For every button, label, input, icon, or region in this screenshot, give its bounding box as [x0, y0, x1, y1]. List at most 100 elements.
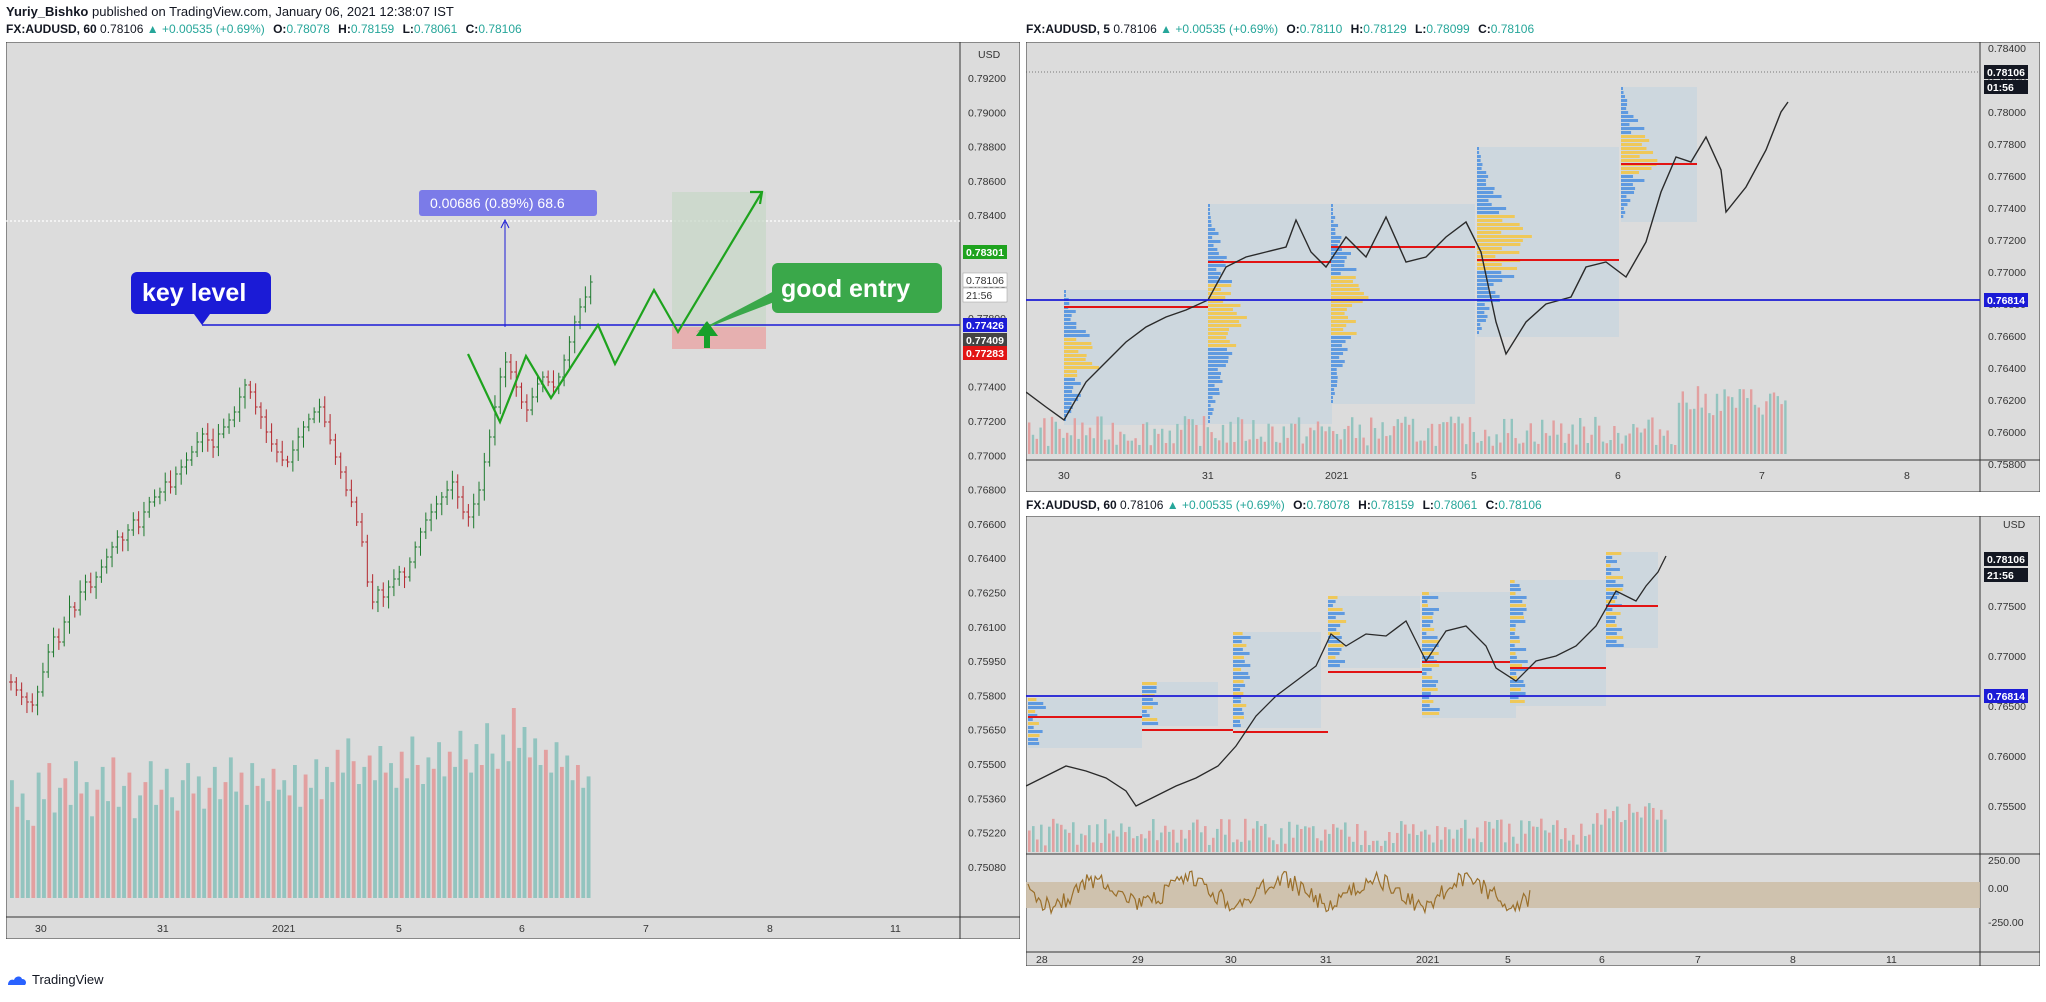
volume-profile-row	[1331, 276, 1356, 279]
volume-bar	[1516, 843, 1519, 852]
volume-bar	[1484, 821, 1487, 852]
volume-bar	[1392, 426, 1396, 454]
volume-profile-row	[1208, 212, 1211, 215]
author-name[interactable]: Yuriy_Bishko	[6, 4, 89, 19]
legend-bottom-right: FX:AUDUSD, 60 0.78106 ▲ +0.00535 (+0.69%…	[1026, 498, 1542, 512]
volume-bar	[314, 759, 319, 898]
y-tick-label: 0.76500	[1988, 701, 2026, 713]
volume-profile-row	[1328, 644, 1344, 647]
volume-bar	[1072, 822, 1075, 852]
legend-low-label: L:	[402, 22, 414, 36]
volume-bar	[1294, 423, 1297, 454]
volume-bar	[1440, 839, 1443, 852]
volume-bar	[1068, 832, 1071, 852]
volume-profile-row	[1477, 275, 1515, 278]
y-tick-label: 0.76600	[1988, 331, 2026, 343]
volume-profile-row	[1064, 334, 1090, 337]
volume-profile-row	[1606, 624, 1617, 627]
volume-bar	[1100, 842, 1103, 852]
volume-bar	[346, 738, 351, 898]
volume-profile-row	[1331, 376, 1338, 379]
volume-bar	[485, 723, 490, 898]
volume-bar	[1271, 426, 1274, 454]
volume-bar	[212, 766, 217, 898]
x-tick-label: 31	[1320, 954, 1332, 966]
volume-profile-row	[1331, 360, 1345, 363]
volume-bar	[1776, 396, 1779, 454]
volume-bar	[1480, 842, 1483, 852]
volume-profile-row	[1331, 280, 1353, 283]
volume-bar	[1216, 828, 1219, 852]
volume-bar	[1056, 823, 1059, 852]
volume-bar	[1544, 830, 1547, 852]
volume-profile-row	[1477, 287, 1489, 290]
legend-high: 0.78129	[1363, 22, 1407, 36]
volume-profile-row	[1064, 382, 1081, 385]
volume-bar	[1184, 838, 1187, 852]
left-chart[interactable]: USD 0.79200 0.79000 0.78800 0.78600 0.78400 0.…	[6, 42, 1020, 939]
volume-bar	[1297, 417, 1301, 454]
top-right-chart[interactable]: 0.784000.782000.780000.778000.776000.774…	[1026, 42, 2040, 492]
volume-profile-row	[1477, 243, 1521, 246]
volume-bar	[463, 759, 468, 898]
volume-profile-row	[1477, 175, 1489, 178]
volume-bar	[405, 778, 409, 898]
tradingview-footer[interactable]: TradingView	[6, 972, 104, 987]
volume-bar	[1112, 830, 1115, 852]
price-tag: 0.78106	[1987, 554, 2025, 566]
volume-profile-row	[1233, 712, 1244, 715]
volume-bar	[1336, 827, 1339, 852]
volume-bar	[10, 780, 14, 898]
volume-bar	[1080, 833, 1083, 852]
y-tick-label: 0.78400	[1988, 43, 2026, 55]
volume-bar	[1108, 833, 1111, 852]
x-tick-label: 29	[1132, 954, 1144, 966]
volume-bar	[1436, 826, 1439, 852]
volume-bar	[1157, 433, 1160, 454]
x-tick-label: 8	[1790, 954, 1796, 966]
volume-bar	[1480, 441, 1483, 454]
volume-profile-row	[1477, 163, 1483, 166]
volume-profile-row	[1028, 706, 1046, 709]
volume-bar	[68, 804, 73, 898]
volume-profile-row	[1621, 147, 1647, 150]
volume-bar	[1180, 429, 1183, 454]
volume-bar	[442, 776, 447, 898]
volume-bar	[1492, 828, 1495, 852]
volume-bar	[1236, 839, 1239, 852]
volume-profile-row	[1064, 406, 1073, 409]
volume-profile-row	[1331, 272, 1341, 275]
legend-price: 0.78106	[1120, 498, 1164, 512]
volume-profile-row	[1064, 338, 1077, 341]
volume-bar	[1088, 825, 1091, 852]
volume-bar	[1624, 435, 1627, 454]
volume-bar	[1696, 386, 1700, 454]
volume-profile-row	[1621, 115, 1634, 118]
volume-profile-row	[1208, 384, 1215, 387]
volume-bar	[1232, 842, 1235, 852]
volume-profile-row	[1477, 231, 1502, 234]
volume-bar	[127, 772, 132, 898]
volume-bar	[303, 774, 308, 898]
volume-profile-row	[1606, 552, 1622, 555]
volume-bar	[1204, 826, 1207, 852]
volume-bar	[1544, 433, 1548, 454]
volume-bar	[1276, 844, 1279, 852]
legend-low: 0.78061	[1433, 498, 1478, 512]
volume-profile-row	[1331, 232, 1336, 235]
volume-profile-row	[1331, 384, 1337, 387]
volume-profile-row	[1477, 255, 1496, 258]
volume-bar	[1468, 417, 1472, 454]
volume-profile-row	[1208, 284, 1232, 287]
volume-profile-row	[1477, 251, 1520, 254]
volume-bar	[1316, 838, 1319, 852]
bottom-right-chart[interactable]: USD0.780000.775000.770000.765000.760000.…	[1026, 516, 2040, 966]
volume-profile-row	[1208, 208, 1210, 211]
volume-bar	[1196, 819, 1199, 852]
x-tick-label: 2021	[272, 923, 296, 935]
publish-text: published on TradingView.com, January 06…	[92, 4, 454, 19]
volume-bar	[1206, 427, 1209, 454]
price-tag-bg	[963, 245, 1007, 259]
volume-bar	[276, 789, 281, 898]
volume-bar	[1567, 433, 1570, 454]
